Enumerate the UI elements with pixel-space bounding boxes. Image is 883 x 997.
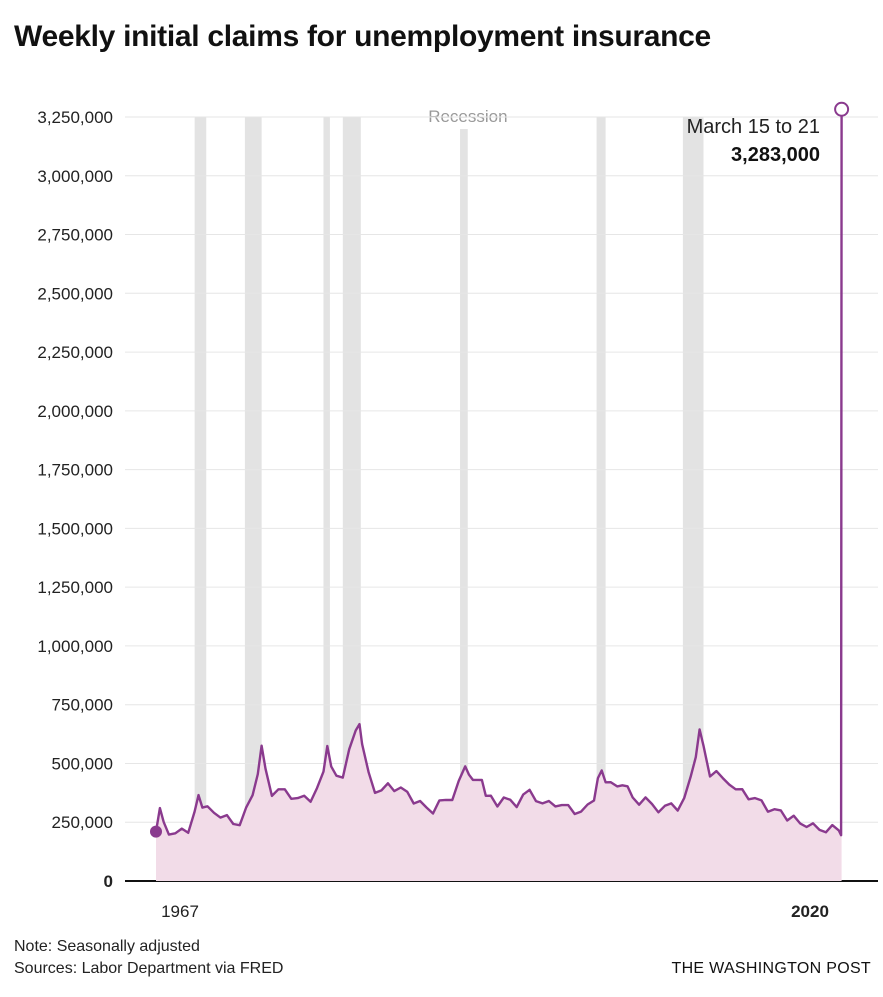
- y-tick-label: 1,000,000: [37, 637, 113, 656]
- claims-chart: Recession 0 250,000 500,000 750,000 1,000,00…: [37, 101, 878, 921]
- y-tick-label: 250,000: [52, 813, 113, 832]
- peak-marker: [834, 101, 850, 117]
- recession-bands: Recession: [194, 103, 704, 881]
- y-tick-label: 2,250,000: [37, 343, 113, 362]
- recession-band: [460, 117, 468, 881]
- gridlines: [125, 116, 878, 882]
- annotation-value: 3,283,000: [731, 144, 820, 166]
- recession-band: [244, 117, 262, 881]
- footer-note: Note: Seasonally adjusted: [14, 938, 200, 955]
- recession-label-backdrop: [411, 103, 524, 129]
- footer-sources: Sources: Labor Department via FRED: [14, 960, 284, 977]
- x-tick-label-end: 2020: [791, 902, 829, 921]
- y-tick-labels: 0 250,000 500,000 750,000 1,000,000 1,250,000…: [37, 108, 113, 891]
- chart-title: Weekly initial claims for unemployment i…: [14, 20, 711, 53]
- y-tick-label: 0: [104, 872, 113, 891]
- y-tick-label: 2,750,000: [37, 226, 113, 245]
- x-tick-labels: 1967 2020: [161, 902, 829, 921]
- y-tick-label: 1,750,000: [37, 461, 113, 480]
- recession-band: [682, 117, 704, 881]
- y-tick-label: 2,500,000: [37, 284, 113, 303]
- recession-band: [323, 117, 330, 881]
- series-line: [154, 109, 843, 837]
- y-tick-label: 2,000,000: [37, 402, 113, 421]
- area-layer: [150, 109, 843, 881]
- y-tick-label: 3,000,000: [37, 167, 113, 186]
- y-tick-label: 500,000: [52, 754, 113, 773]
- publisher-brand: THE WASHINGTON POST: [671, 960, 871, 977]
- recession-band: [596, 117, 606, 881]
- y-tick-label: 1,500,000: [37, 519, 113, 538]
- y-tick-label: 1,250,000: [37, 578, 113, 597]
- recession-band: [194, 117, 207, 881]
- start-marker: [150, 825, 162, 838]
- x-tick-label-start: 1967: [161, 902, 199, 921]
- annotation-layer: March 15 to 21 3,283,000: [687, 101, 850, 166]
- y-tick-label: 3,250,000: [37, 108, 113, 127]
- recession-band: [342, 117, 361, 881]
- annotation-date: March 15 to 21: [687, 116, 820, 138]
- y-tick-label: 750,000: [52, 696, 113, 715]
